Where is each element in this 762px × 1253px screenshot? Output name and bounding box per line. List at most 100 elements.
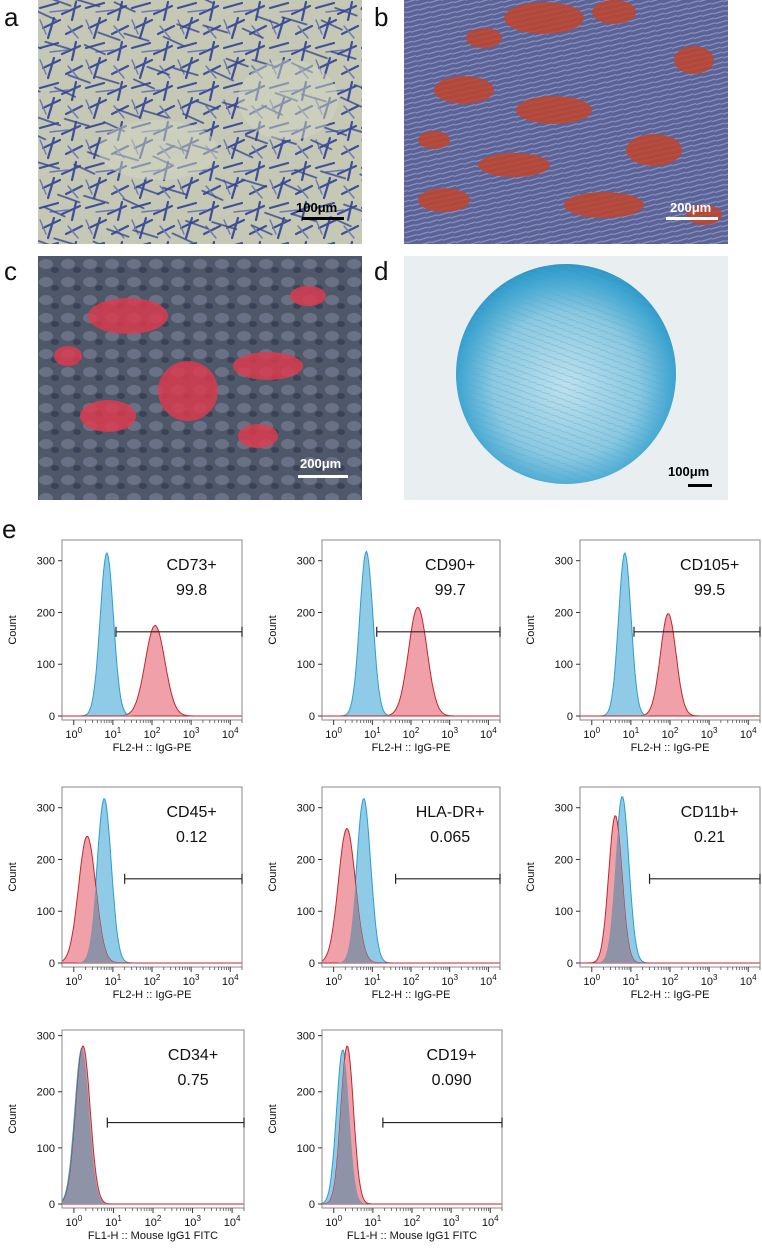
x-tick-label: 102 bbox=[144, 973, 161, 988]
y-tick-label: 0 bbox=[309, 958, 315, 970]
isotype-histogram bbox=[322, 550, 500, 717]
marker-name: CD19+ bbox=[426, 1047, 476, 1064]
y-axis-label: Count bbox=[525, 615, 537, 644]
micrograph-a: 100μm bbox=[38, 0, 362, 244]
y-tick-label: 100 bbox=[37, 659, 55, 671]
y-tick-label: 0 bbox=[309, 1199, 315, 1211]
marker-histogram bbox=[580, 815, 760, 964]
y-axis-label: Count bbox=[267, 615, 279, 644]
x-tick-label: 102 bbox=[404, 1214, 421, 1229]
overlap-region bbox=[322, 715, 500, 716]
x-axis-label: FL2-H :: IgG-PE bbox=[372, 989, 451, 1001]
x-tick-label: 101 bbox=[364, 726, 381, 741]
isotype-histogram bbox=[580, 551, 760, 717]
y-axis-label: Count bbox=[267, 862, 279, 891]
x-tick-label: 104 bbox=[222, 973, 239, 988]
y-tick-label: 300 bbox=[297, 803, 315, 815]
panel-label-a: a bbox=[4, 2, 19, 32]
stain-pattern-b bbox=[404, 0, 728, 244]
marker-percentage: 99.7 bbox=[435, 582, 466, 599]
x-tick-label: 102 bbox=[662, 973, 679, 988]
isotype-histogram bbox=[580, 796, 760, 964]
y-axis-label: Count bbox=[525, 862, 537, 891]
panel-label-e: e bbox=[2, 514, 17, 544]
x-tick-label: 101 bbox=[105, 973, 122, 988]
marker-percentage: 0.75 bbox=[177, 1072, 208, 1089]
scale-label-a: 100μm bbox=[296, 200, 338, 215]
x-tick-label: 100 bbox=[66, 1214, 83, 1229]
x-tick-label: 101 bbox=[365, 1214, 382, 1229]
y-tick-label: 200 bbox=[37, 1087, 55, 1099]
marker-name: HLA-DR+ bbox=[416, 804, 485, 821]
scale-label-d: 100μm bbox=[668, 464, 710, 479]
y-tick-label: 0 bbox=[309, 711, 315, 723]
x-tick-label: 102 bbox=[403, 973, 420, 988]
stain-pattern-c bbox=[38, 256, 362, 500]
marker-histogram bbox=[321, 828, 500, 964]
y-tick-label: 100 bbox=[297, 1143, 315, 1155]
y-tick-label: 300 bbox=[37, 803, 55, 815]
marker-percentage: 0.21 bbox=[694, 829, 725, 846]
x-tick-label: 103 bbox=[701, 973, 718, 988]
x-axis-label: FL2-H :: IgG-PE bbox=[631, 742, 710, 754]
y-tick-label: 200 bbox=[297, 607, 315, 619]
x-tick-label: 100 bbox=[583, 973, 600, 988]
cells-pattern-a bbox=[38, 0, 362, 244]
overlap-region bbox=[62, 885, 242, 963]
y-tick-label: 0 bbox=[49, 958, 55, 970]
x-tick-label: 102 bbox=[662, 726, 679, 741]
marker-histogram bbox=[62, 624, 242, 717]
pellet-d bbox=[456, 264, 676, 484]
x-tick-label: 103 bbox=[183, 973, 200, 988]
x-tick-label: 100 bbox=[325, 1214, 342, 1229]
x-tick-label: 103 bbox=[441, 726, 458, 741]
x-axis-label: FL2-H :: IgG-PE bbox=[113, 989, 192, 1001]
y-tick-label: 100 bbox=[297, 906, 315, 918]
y-tick-label: 300 bbox=[297, 556, 315, 568]
x-tick-label: 102 bbox=[145, 1214, 162, 1229]
x-tick-label: 104 bbox=[222, 726, 239, 741]
x-tick-label: 103 bbox=[184, 1214, 201, 1229]
plot-frame bbox=[321, 786, 501, 968]
y-tick-label: 300 bbox=[555, 556, 573, 568]
x-tick-label: 100 bbox=[65, 726, 82, 741]
marker-histogram bbox=[322, 606, 500, 717]
marker-histogram bbox=[321, 1045, 502, 1205]
overlap-region bbox=[322, 1059, 502, 1204]
x-tick-label: 104 bbox=[224, 1214, 241, 1229]
x-tick-label: 101 bbox=[364, 973, 381, 988]
plot-frame bbox=[61, 539, 243, 721]
x-tick-label: 101 bbox=[105, 726, 122, 741]
y-axis-label: Count bbox=[267, 1104, 279, 1133]
x-tick-label: 100 bbox=[583, 726, 600, 741]
x-axis-label: FL1-H :: Mouse IgG1 FITC bbox=[347, 1230, 477, 1242]
y-tick-label: 300 bbox=[37, 1031, 55, 1043]
marker-name: CD11b+ bbox=[681, 804, 739, 821]
x-tick-label: 100 bbox=[65, 973, 82, 988]
y-tick-label: 200 bbox=[37, 607, 55, 619]
marker-histogram bbox=[61, 835, 242, 964]
x-tick-label: 101 bbox=[623, 973, 640, 988]
y-axis-label: Count bbox=[7, 862, 19, 891]
y-tick-label: 200 bbox=[297, 1087, 315, 1099]
y-tick-label: 100 bbox=[555, 906, 573, 918]
x-axis-label: FL2-H :: IgG-PE bbox=[631, 989, 710, 1001]
isotype-histogram bbox=[62, 551, 242, 717]
scale-bar-b bbox=[666, 217, 718, 220]
scale-bar-c bbox=[298, 475, 348, 478]
scale-label-c: 200μm bbox=[300, 456, 342, 471]
isotype-histogram bbox=[322, 798, 500, 964]
overlap-region bbox=[580, 715, 760, 716]
marker-histogram bbox=[580, 613, 760, 717]
x-tick-label: 103 bbox=[701, 726, 718, 741]
x-tick-label: 103 bbox=[183, 726, 200, 741]
marker-name: CD90+ bbox=[425, 557, 475, 574]
y-tick-label: 0 bbox=[49, 711, 55, 723]
panel-label-b: b bbox=[374, 2, 389, 32]
x-tick-label: 100 bbox=[325, 973, 342, 988]
x-axis-label: FL2-H :: IgG-PE bbox=[113, 742, 192, 754]
